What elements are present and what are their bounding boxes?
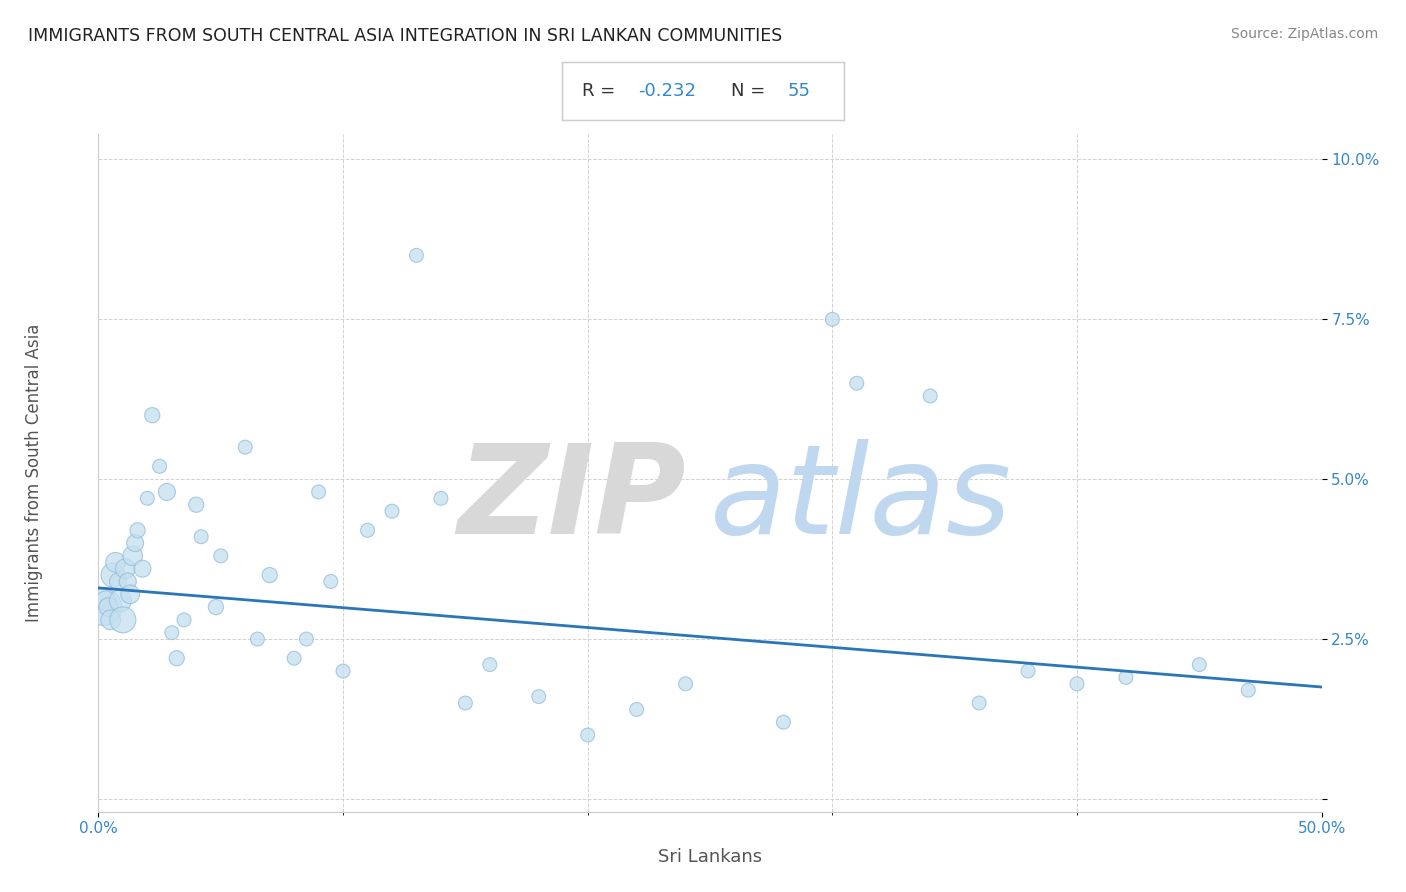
Point: [114, 562, 136, 576]
Point: [1115, 670, 1137, 684]
Point: [173, 613, 195, 627]
Point: [110, 593, 132, 607]
Point: [149, 459, 172, 474]
Y-axis label: Immigrants from South Central Asia: Immigrants from South Central Asia: [25, 324, 42, 622]
Point: [111, 613, 134, 627]
Point: [308, 485, 330, 500]
Point: [94, 593, 117, 607]
Point: [101, 568, 124, 582]
Point: [233, 440, 256, 454]
Point: [100, 613, 122, 627]
Text: atlas: atlas: [710, 440, 1012, 560]
Text: ZIP: ZIP: [457, 440, 686, 560]
Text: -0.232: -0.232: [638, 82, 696, 101]
Point: [675, 677, 697, 691]
Point: [166, 651, 188, 665]
Point: [319, 574, 342, 589]
Point: [141, 408, 163, 422]
Point: [527, 690, 550, 704]
Point: [259, 568, 281, 582]
Point: [97, 600, 120, 615]
Point: [454, 696, 477, 710]
Point: [920, 389, 942, 403]
Point: [1066, 677, 1088, 691]
Point: [845, 376, 868, 391]
Point: [576, 728, 599, 742]
Point: [91, 600, 114, 615]
Point: [246, 632, 269, 646]
Point: [186, 498, 208, 512]
Point: [136, 491, 159, 506]
Point: [209, 549, 232, 563]
Point: [1237, 683, 1260, 698]
Point: [626, 702, 648, 716]
X-axis label: Sri Lankans: Sri Lankans: [658, 847, 762, 865]
Point: [821, 312, 844, 326]
Point: [430, 491, 453, 506]
Point: [190, 530, 212, 544]
Point: [1017, 664, 1039, 678]
Point: [107, 574, 129, 589]
Point: [478, 657, 501, 672]
Point: [131, 562, 153, 576]
Point: [967, 696, 990, 710]
Point: [381, 504, 404, 518]
Point: [120, 587, 142, 601]
Point: [156, 485, 179, 500]
Point: [356, 524, 378, 538]
Point: [405, 248, 427, 262]
Point: [127, 524, 149, 538]
Point: [1188, 657, 1211, 672]
Point: [283, 651, 305, 665]
Point: [117, 574, 139, 589]
Point: [332, 664, 354, 678]
Point: [205, 600, 228, 615]
Point: [160, 625, 183, 640]
Text: Source: ZipAtlas.com: Source: ZipAtlas.com: [1230, 27, 1378, 41]
Point: [295, 632, 318, 646]
Text: 55: 55: [787, 82, 810, 101]
Text: IMMIGRANTS FROM SOUTH CENTRAL ASIA INTEGRATION IN SRI LANKAN COMMUNITIES: IMMIGRANTS FROM SOUTH CENTRAL ASIA INTEG…: [28, 27, 782, 45]
Text: R =: R =: [582, 82, 621, 101]
Point: [124, 536, 146, 550]
Point: [121, 549, 143, 563]
Point: [104, 555, 127, 569]
Text: N =: N =: [731, 82, 770, 101]
Point: [772, 715, 794, 730]
